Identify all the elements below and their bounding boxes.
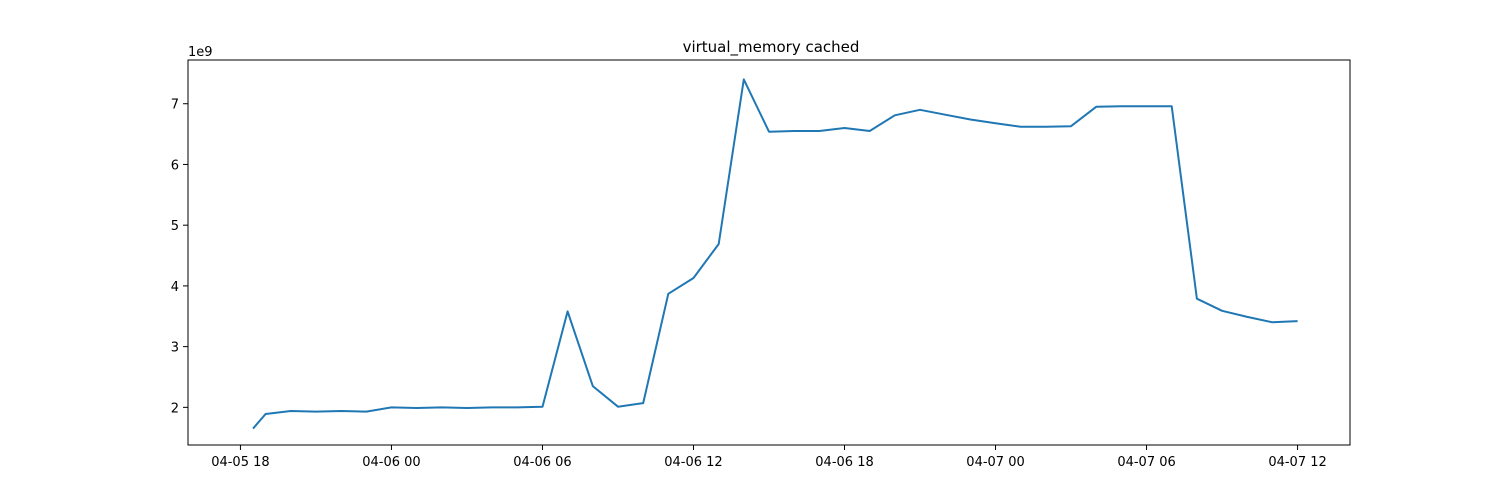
x-tick-label: 04-06 12 bbox=[664, 455, 722, 470]
y-tick-label: 5 bbox=[171, 219, 179, 234]
y-tick-label: 2 bbox=[171, 401, 179, 416]
y-axis: 2 3 4 5 6 7 bbox=[171, 98, 188, 416]
x-tick-label: 04-07 12 bbox=[1268, 455, 1326, 470]
y-tick-label: 6 bbox=[171, 158, 179, 173]
y-tick-label: 7 bbox=[171, 98, 179, 113]
plot-frame bbox=[187, 59, 1351, 446]
x-tick-label: 04-07 06 bbox=[1117, 455, 1175, 470]
chart-title: virtual_memory cached bbox=[683, 38, 860, 57]
y-tick-label: 4 bbox=[171, 280, 179, 295]
y-tick-label: 3 bbox=[171, 341, 179, 356]
x-tick-label: 04-05 18 bbox=[211, 455, 269, 470]
x-tick-label: 04-07 00 bbox=[966, 455, 1024, 470]
series-line bbox=[252, 78, 1298, 430]
x-axis: 04-05 18 04-06 00 04-06 06 04-06 12 04-06 18… bbox=[211, 445, 1327, 470]
y-axis-offset-label: 1e9 bbox=[188, 45, 213, 60]
x-tick-label: 04-06 00 bbox=[362, 455, 420, 470]
x-tick-label: 04-06 06 bbox=[513, 455, 571, 470]
x-tick-label: 04-06 18 bbox=[815, 455, 873, 470]
